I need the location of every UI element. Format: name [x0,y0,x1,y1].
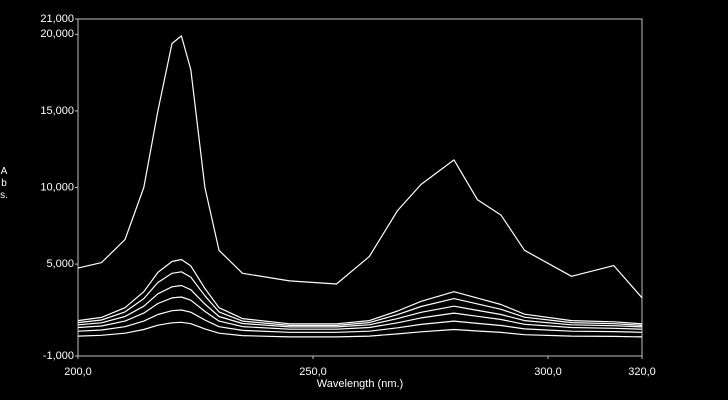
y-tick-label: 5,000 [46,258,74,270]
x-tick-label: 200,0 [64,366,92,378]
plot-frame [77,18,643,357]
x-tick-label: 250,0 [299,366,327,378]
y-tick-label: 20,000 [40,28,74,40]
y-tick-label: 10,000 [40,181,74,193]
y-tick-label: -1,000 [43,350,74,362]
spectrum-line [77,284,643,328]
y-tick-label: 15,000 [40,105,74,117]
spectrum-line [77,258,643,325]
x-tick-label: 300,0 [534,366,562,378]
x-tick-label: 320,0 [628,366,656,378]
spectrum-line [77,321,643,338]
y-axis-label: Abs. [0,166,8,201]
spectrum-line [77,271,643,326]
y-tick-label: 21,000 [40,13,74,25]
spectrum-line [77,35,643,299]
x-axis-label: Wavelength (nm.) [317,378,403,390]
spectrum-line [77,309,643,333]
spectrum-line [77,296,643,330]
